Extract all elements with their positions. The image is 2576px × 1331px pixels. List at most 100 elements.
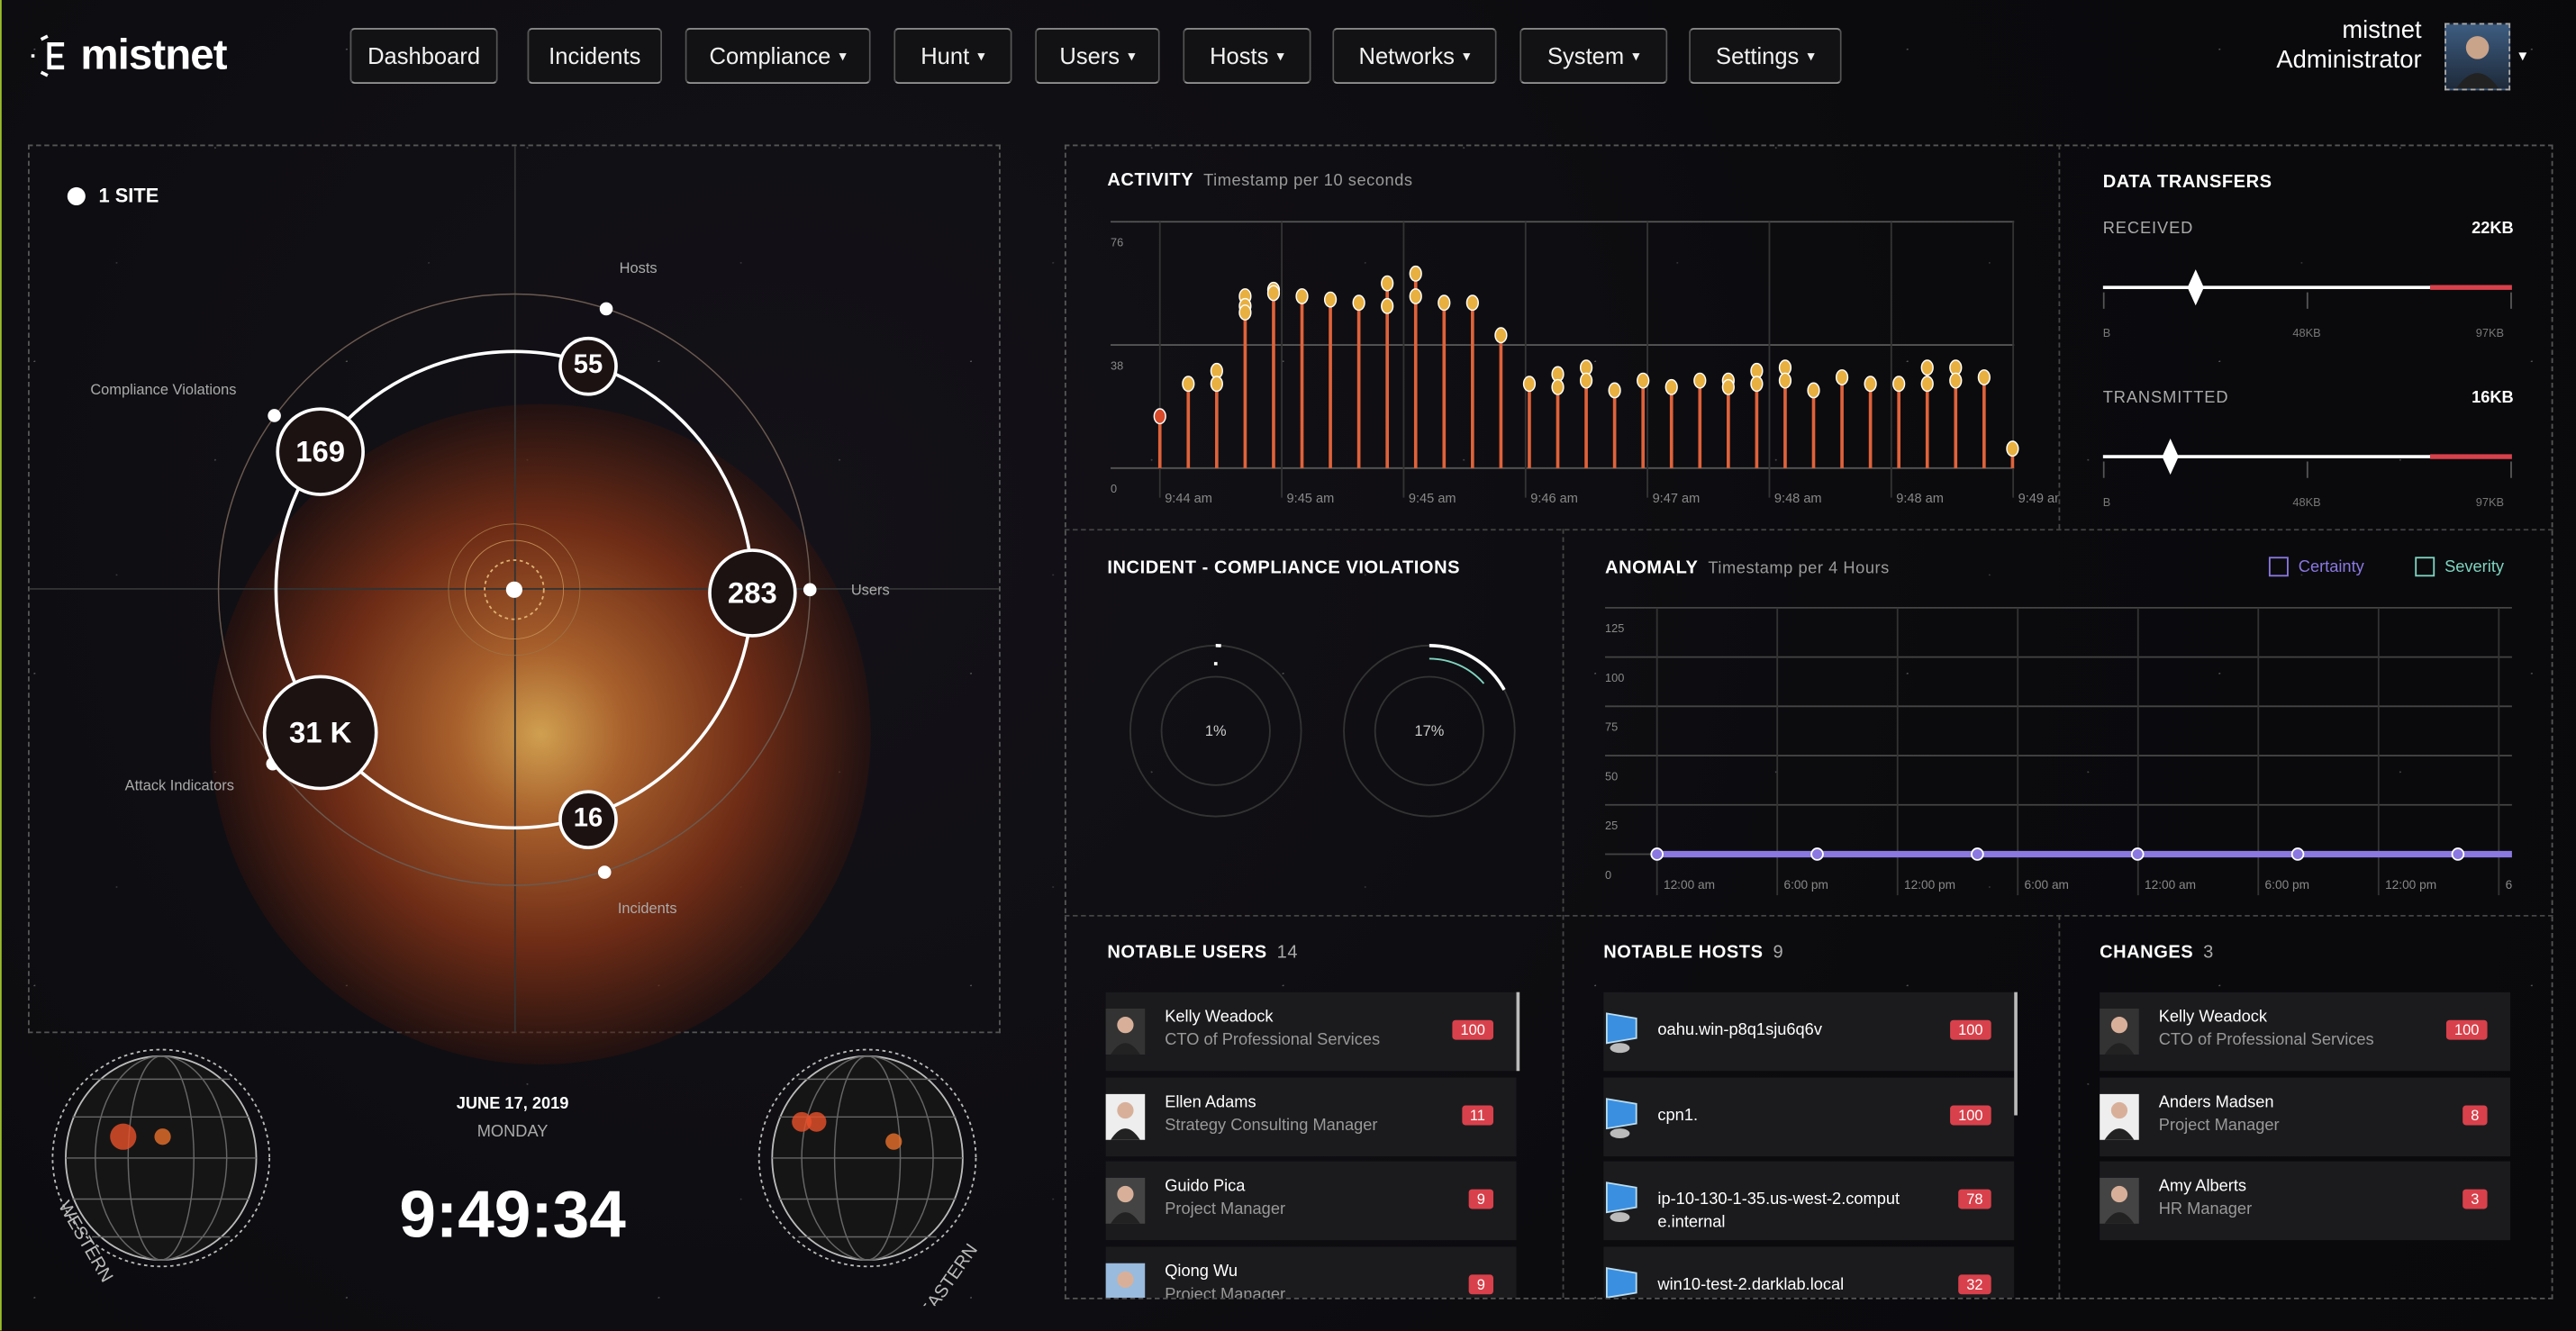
users-node[interactable]: 283 bbox=[708, 548, 797, 638]
hosts-node[interactable]: 55 bbox=[558, 336, 618, 396]
user-list-item[interactable]: Kelly Weadock CTO of Professional Service… bbox=[2100, 991, 2511, 1072]
western-globe[interactable]: WESTERN bbox=[42, 1043, 280, 1306]
x-tick-label: 12:00 am bbox=[1664, 878, 1715, 892]
activity-point[interactable] bbox=[1864, 376, 1877, 393]
user-role: CTO of Professional Services bbox=[1165, 1031, 1381, 1050]
host-list-item[interactable]: cpn1. 100 bbox=[1603, 1076, 2015, 1156]
transmitted-slider[interactable]: B 48KB 97KB bbox=[2102, 439, 2514, 521]
eastern-globe[interactable]: EASTERN bbox=[749, 1043, 996, 1306]
certainty-point[interactable] bbox=[2290, 847, 2305, 861]
nav-incidents[interactable]: Incidents bbox=[527, 28, 663, 85]
activity-point[interactable] bbox=[1438, 294, 1451, 312]
user-role: HR Manager bbox=[2158, 1200, 2253, 1219]
certainty-point[interactable] bbox=[1650, 847, 1664, 861]
activity-point[interactable] bbox=[1750, 376, 1764, 393]
user-list-item[interactable]: Amy Alberts HR Manager 3 bbox=[2100, 1161, 2511, 1241]
y-tick-label: 0 bbox=[1111, 482, 1117, 495]
activity-point[interactable] bbox=[1920, 359, 1934, 376]
certainty-point[interactable] bbox=[1971, 847, 1984, 861]
user-menu-chevron-icon[interactable]: ▾ bbox=[2518, 47, 2527, 66]
activity-point[interactable] bbox=[1920, 376, 1934, 393]
transmitted-value: 16KB bbox=[2472, 389, 2514, 408]
legend-severity[interactable]: Severity bbox=[2415, 557, 2504, 577]
incident-title: INCIDENT - COMPLIANCE VIOLATIONS bbox=[1107, 558, 1461, 579]
user-info[interactable]: mistnet Administrator bbox=[2276, 16, 2421, 76]
nav-hosts[interactable]: Hosts ▾ bbox=[1183, 28, 1311, 85]
nav-system[interactable]: System ▾ bbox=[1519, 28, 1668, 85]
host-list-item[interactable]: ip-10-130-1-35.us-west-2.compute.interna… bbox=[1603, 1161, 2015, 1241]
received-slider[interactable]: B 48KB 97KB bbox=[2102, 269, 2514, 351]
activity-point[interactable] bbox=[1238, 304, 1252, 321]
activity-point[interactable] bbox=[1381, 275, 1394, 292]
attack-label: Attack Indicators bbox=[124, 776, 234, 793]
slider-thumb[interactable] bbox=[2162, 439, 2179, 475]
hosts-scrollbar[interactable] bbox=[2014, 991, 2018, 1116]
nav-networks[interactable]: Networks ▾ bbox=[1332, 28, 1497, 85]
activity-point[interactable] bbox=[1494, 327, 1508, 344]
certainty-point[interactable] bbox=[1810, 847, 1824, 861]
anomaly-chart[interactable]: 0 25 50 75 100 125 12:00 am 6:00 pm 12:00 pm 6:00… bbox=[1563, 592, 2548, 904]
activity-point[interactable] bbox=[1579, 372, 1593, 389]
risk-score-badge: 78 bbox=[1958, 1189, 1991, 1209]
activity-point[interactable] bbox=[1352, 294, 1365, 312]
activity-point[interactable] bbox=[1949, 372, 1963, 389]
user-list-item[interactable]: Qiong Wu Project Manager 9 bbox=[1105, 1245, 1517, 1298]
nav-settings[interactable]: Settings ▾ bbox=[1689, 28, 1842, 85]
activity-chart[interactable]: 9:44 am 9:45 am 9:45 am 9:46 am 9:47 am 9:48 … bbox=[1065, 197, 2059, 526]
host-list-item[interactable]: win10-test-2.darklab.local 32 bbox=[1603, 1245, 2015, 1298]
activity-point[interactable] bbox=[1266, 285, 1281, 302]
host-list-item[interactable]: oahu.win-p8q1sju6q6v 100 bbox=[1603, 991, 2015, 1072]
activity-point[interactable] bbox=[1323, 291, 1338, 308]
site-count[interactable]: 1 SITE bbox=[67, 184, 159, 207]
nav-users[interactable]: Users ▾ bbox=[1035, 28, 1160, 85]
activity-point[interactable] bbox=[1182, 376, 1195, 393]
incidents-node[interactable]: 16 bbox=[558, 790, 618, 850]
activity-point[interactable] bbox=[1807, 382, 1820, 399]
x-tick-label: 12:00 pm bbox=[1904, 878, 1955, 892]
activity-point[interactable] bbox=[1693, 372, 1707, 389]
activity-point[interactable] bbox=[1892, 376, 1906, 393]
activity-point[interactable] bbox=[1637, 372, 1650, 389]
user-name: Qiong Wu bbox=[1165, 1262, 1238, 1281]
nav-dashboard[interactable]: Dashboard bbox=[349, 28, 498, 85]
nav-compliance[interactable]: Compliance ▾ bbox=[685, 28, 871, 85]
certainty-point[interactable] bbox=[2451, 847, 2465, 861]
nav-hunt[interactable]: Hunt ▾ bbox=[893, 28, 1012, 85]
activity-point[interactable] bbox=[1409, 265, 1422, 282]
slider-thumb[interactable] bbox=[2187, 269, 2204, 306]
chevron-down-icon: ▾ bbox=[839, 46, 847, 64]
activity-point[interactable] bbox=[1153, 408, 1166, 425]
activity-point[interactable] bbox=[1664, 378, 1678, 395]
activity-point[interactable] bbox=[1835, 369, 1849, 385]
brand-logo[interactable]: mistnet bbox=[31, 30, 228, 81]
user-avatar[interactable] bbox=[2444, 23, 2511, 91]
activity-point[interactable] bbox=[1409, 288, 1422, 304]
user-list-item[interactable]: Kelly Weadock CTO of Professional Service… bbox=[1105, 991, 1517, 1072]
activity-point[interactable] bbox=[1210, 376, 1223, 393]
activity-point[interactable] bbox=[1295, 288, 1309, 304]
certainty-point[interactable] bbox=[2130, 847, 2145, 861]
certainty-legend-label: Certainty bbox=[2298, 557, 2364, 576]
activity-point[interactable] bbox=[1522, 376, 1537, 393]
attack-node[interactable]: 31 K bbox=[262, 675, 378, 791]
activity-point[interactable] bbox=[1721, 378, 1735, 395]
risk-score-badge: 9 bbox=[1468, 1189, 1494, 1209]
activity-point[interactable] bbox=[1551, 378, 1565, 395]
activity-point[interactable] bbox=[1608, 382, 1621, 399]
legend-certainty[interactable]: Certainty bbox=[2268, 557, 2364, 577]
person-avatar-icon bbox=[2100, 1177, 2139, 1224]
user-list-item[interactable]: Anders Madsen Project Manager 8 bbox=[2100, 1076, 2511, 1156]
user-list-item[interactable]: Guido Pica Project Manager 9 bbox=[1105, 1161, 1517, 1241]
y-tick-label: 75 bbox=[1605, 720, 1618, 734]
activity-point[interactable] bbox=[2006, 440, 2019, 457]
user-list-item[interactable]: Ellen Adams Strategy Consulting Manager 11 bbox=[1105, 1076, 1517, 1156]
risk-score-badge: 100 bbox=[1950, 1104, 1991, 1125]
compliance-node[interactable]: 169 bbox=[276, 407, 365, 496]
y-tick-label: 50 bbox=[1605, 769, 1618, 783]
activity-point[interactable] bbox=[1977, 369, 1991, 385]
activity-point[interactable] bbox=[1465, 294, 1479, 312]
users-scrollbar[interactable] bbox=[1516, 991, 1520, 1072]
activity-point[interactable] bbox=[1381, 297, 1394, 314]
activity-point[interactable] bbox=[1778, 372, 1792, 389]
analytics-panel bbox=[1064, 144, 2553, 1299]
